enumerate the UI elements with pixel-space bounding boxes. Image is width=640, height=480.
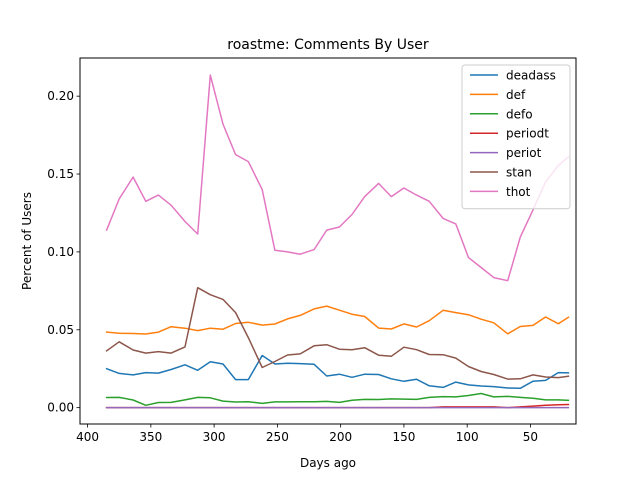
x-tick-label: 400 bbox=[76, 430, 99, 444]
legend-label-periodt: periodt bbox=[506, 127, 549, 141]
y-axis: 0.00 0.05 0.10 0.15 0.20 bbox=[47, 89, 80, 415]
x-tick-label: 350 bbox=[139, 430, 162, 444]
plot-frame bbox=[79, 57, 577, 425]
plot-area bbox=[105, 74, 570, 409]
x-tick-label: 100 bbox=[456, 430, 479, 444]
series-line-thot bbox=[105, 74, 570, 282]
legend: deadass def defo periodt periot stan thot bbox=[461, 64, 571, 210]
chart-title: roastme: Comments By User bbox=[227, 37, 429, 53]
x-axis-label: Days ago bbox=[300, 456, 356, 470]
legend-label-def: def bbox=[506, 88, 526, 102]
y-axis-label: Percent of Users bbox=[20, 192, 34, 290]
legend-box bbox=[461, 64, 571, 210]
x-tick-label: 300 bbox=[203, 430, 226, 444]
series-line-stan bbox=[105, 286, 570, 380]
y-tick-label: 0.20 bbox=[47, 89, 74, 103]
x-tick-label: 200 bbox=[329, 430, 352, 444]
series-line-def bbox=[105, 305, 570, 335]
legend-label-defo: defo bbox=[506, 107, 533, 121]
x-axis: 400 350 300 250 200 150 100 50 bbox=[76, 424, 538, 444]
x-tick-label: 150 bbox=[392, 430, 415, 444]
series-line-defo bbox=[105, 392, 570, 407]
legend-label-deadass: deadass bbox=[506, 69, 556, 83]
y-tick-label: 0.15 bbox=[47, 167, 74, 181]
x-tick-label: 50 bbox=[523, 430, 538, 444]
series-line-deadass bbox=[105, 354, 570, 390]
y-tick-label: 0.00 bbox=[47, 401, 74, 415]
y-tick-label: 0.10 bbox=[47, 245, 74, 259]
legend-label-stan: stan bbox=[506, 166, 532, 180]
y-tick-label: 0.05 bbox=[47, 323, 74, 337]
legend-label-periot: periot bbox=[506, 146, 542, 160]
x-tick-label: 250 bbox=[266, 430, 289, 444]
legend-label-thot: thot bbox=[506, 185, 531, 199]
